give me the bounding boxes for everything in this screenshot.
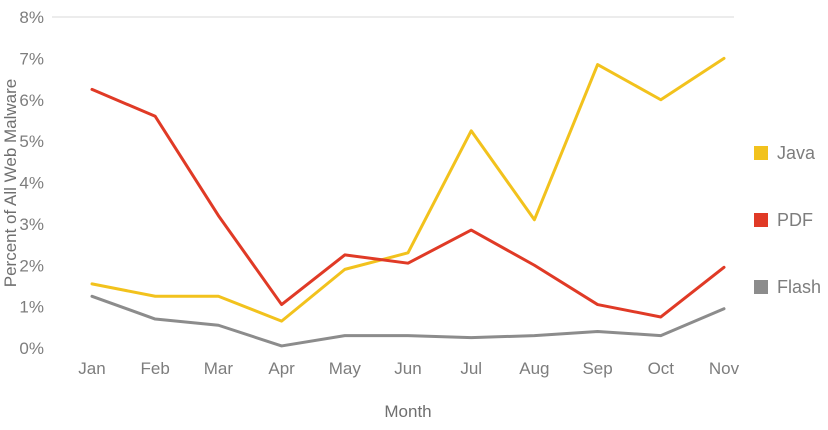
legend-label-pdf: PDF <box>777 209 813 230</box>
legend-swatch-java <box>754 146 768 160</box>
axis-ticks: 0% 1% 2% 3% 4% 5% 6% 7% 8% Jan Feb Mar Apr May Jun Jul A… <box>19 8 739 378</box>
chart-series <box>90 56 726 348</box>
svg-text:Oct: Oct <box>648 359 675 378</box>
legend-item-flash: Flash <box>754 277 821 297</box>
svg-text:Jun: Jun <box>394 359 421 378</box>
legend-swatch-flash <box>754 280 768 294</box>
svg-text:2%: 2% <box>19 256 44 275</box>
svg-text:3%: 3% <box>19 215 44 234</box>
svg-text:7%: 7% <box>19 49 44 68</box>
svg-text:4%: 4% <box>19 174 44 193</box>
svg-text:5%: 5% <box>19 132 44 151</box>
y-axis-title: Percent of All Web Malware <box>1 79 20 288</box>
svg-text:Feb: Feb <box>141 359 170 378</box>
x-axis-title: Month <box>384 402 431 421</box>
svg-text:6%: 6% <box>19 91 44 110</box>
svg-text:8%: 8% <box>19 8 44 27</box>
svg-text:Jul: Jul <box>460 359 482 378</box>
legend-item-java: Java <box>754 143 821 163</box>
legend-swatch-pdf <box>754 213 768 227</box>
svg-text:May: May <box>329 359 362 378</box>
svg-text:Nov: Nov <box>709 359 740 378</box>
svg-text:Jan: Jan <box>78 359 105 378</box>
svg-text:Sep: Sep <box>582 359 612 378</box>
legend-item-pdf: PDF <box>754 210 821 230</box>
svg-text:0%: 0% <box>19 339 44 358</box>
svg-text:1%: 1% <box>19 298 44 317</box>
svg-text:Apr: Apr <box>268 359 295 378</box>
legend-label-java: Java <box>777 142 816 163</box>
chart-legend: Java PDF Flash <box>754 143 821 297</box>
svg-text:Aug: Aug <box>519 359 549 378</box>
legend-label-flash: Flash <box>777 276 822 297</box>
svg-text:Mar: Mar <box>204 359 234 378</box>
